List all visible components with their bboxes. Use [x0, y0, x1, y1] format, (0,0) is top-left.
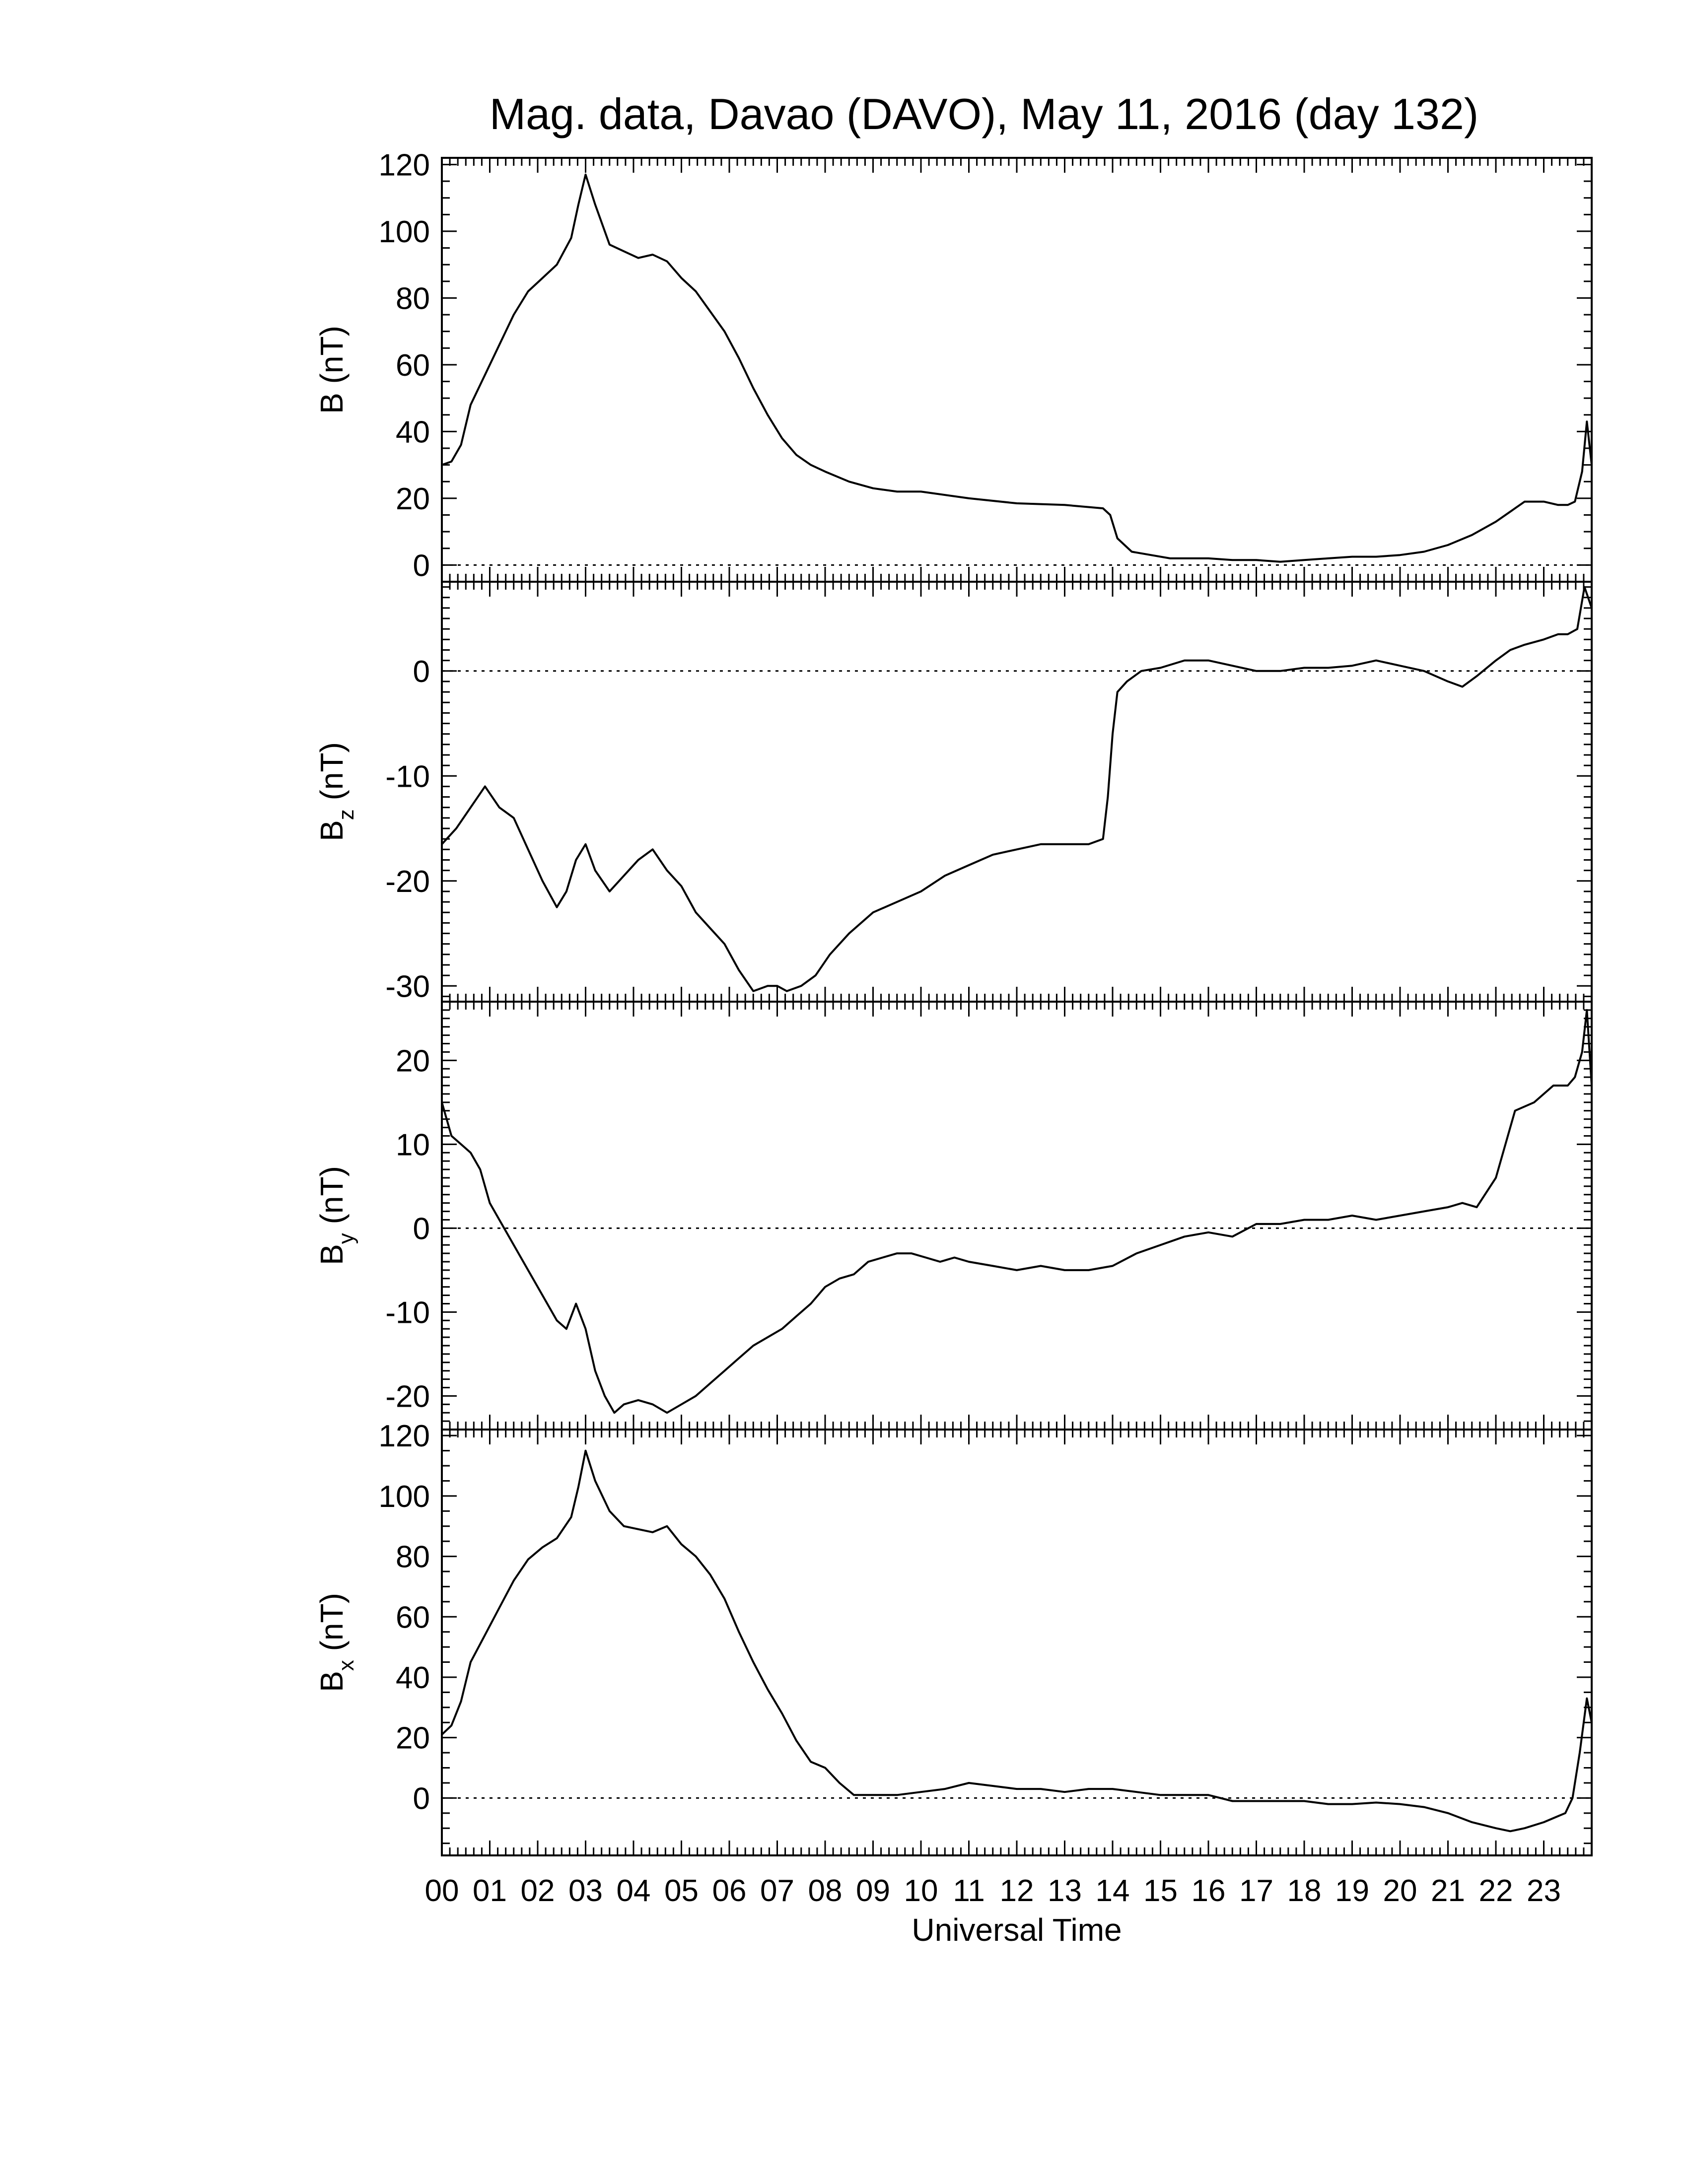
x-tick-label: 01	[473, 1874, 507, 1908]
y-tick-label: 80	[396, 1540, 430, 1574]
x-tick-label: 08	[808, 1874, 843, 1908]
y-tick-label: -10	[385, 759, 430, 794]
x-tick-label: 05	[664, 1874, 699, 1908]
chart-title: Mag. data, Davao (DAVO), May 11, 2016 (d…	[490, 89, 1478, 138]
y-axis-label: By (nT)	[314, 1166, 358, 1265]
x-tick-label: 18	[1287, 1874, 1322, 1908]
y-tick-label: 0	[413, 655, 430, 689]
y-axis-label: B (nT)	[314, 326, 350, 414]
x-tick-label: 21	[1431, 1874, 1465, 1908]
y-tick-label: -30	[385, 969, 430, 1004]
panel-frame	[441, 581, 1593, 1003]
x-tick-label: 06	[712, 1874, 747, 1908]
x-tick-label: 22	[1479, 1874, 1513, 1908]
y-tick-label: 20	[396, 482, 430, 516]
x-tick-label: 10	[904, 1874, 938, 1908]
y-tick-label: 120	[379, 148, 430, 182]
panel-frame	[441, 1001, 1593, 1431]
y-tick-label: -20	[385, 1379, 430, 1414]
panel-by: -20 -10 0 10 20 By (nT)	[314, 1001, 1593, 1431]
x-axis-label: Universal Time	[912, 1912, 1122, 1948]
x-tick-label: 11	[953, 1874, 985, 1908]
series-line-bx	[441, 1449, 1593, 1833]
y-tick-label: 80	[396, 281, 430, 316]
panel-frame	[441, 1429, 1593, 1856]
y-tick-label: 20	[396, 1721, 430, 1756]
y-axis-label: Bx (nT)	[314, 1593, 358, 1692]
y-tick-label: 120	[379, 1419, 430, 1453]
x-tick-label: 04	[617, 1874, 651, 1908]
x-tick-label: 19	[1335, 1874, 1369, 1908]
x-tick-label: 00	[425, 1874, 459, 1908]
x-tick-labels: 00 01 02 03 04 05 06 07 08 09 10 11 12 13 14 15 16 17 18 19…	[425, 1874, 1561, 1908]
y-tick-label: 40	[396, 415, 430, 449]
y-tick-label: 100	[379, 215, 430, 249]
y-tick-label: 60	[396, 1600, 430, 1635]
x-tick-label: 23	[1527, 1874, 1561, 1908]
x-tick-label: 17	[1239, 1874, 1273, 1908]
x-tick-label: 20	[1383, 1874, 1417, 1908]
panel-total-field: 0 20 40 60 80 100 120 B (nT)	[314, 148, 1593, 583]
x-tick-label: 13	[1048, 1874, 1082, 1908]
series-line-bz	[441, 586, 1593, 992]
x-tick-label: 03	[568, 1874, 603, 1908]
x-tick-label: 14	[1096, 1874, 1130, 1908]
y-tick-label: -20	[385, 865, 430, 899]
panel-frame	[441, 157, 1593, 583]
y-tick-label: 40	[396, 1661, 430, 1695]
y-tick-label: 0	[413, 548, 430, 583]
x-tick-label: 16	[1192, 1874, 1226, 1908]
y-axis-label: Bz (nT)	[314, 742, 358, 841]
x-tick-label: 15	[1143, 1874, 1178, 1908]
y-tick-label: 100	[379, 1480, 430, 1514]
panel-bx: 0 20 40 60 80 100 120 Bx (nT)	[314, 1419, 1593, 1856]
y-tick-label: 0	[413, 1781, 430, 1816]
x-tick-label: 07	[760, 1874, 794, 1908]
y-tick-label: 20	[396, 1044, 430, 1078]
series-line-total-field	[441, 173, 1593, 563]
y-tick-label: 10	[396, 1128, 430, 1162]
y-tick-label: 60	[396, 348, 430, 383]
panel-bz: -30 -20 -10 0 Bz (nT)	[314, 581, 1593, 1004]
x-tick-label: 12	[1000, 1874, 1034, 1908]
y-tick-label: 0	[413, 1212, 430, 1246]
y-tick-label: -10	[385, 1296, 430, 1330]
series-line-by	[441, 1009, 1593, 1414]
x-tick-label: 09	[856, 1874, 890, 1908]
x-tick-label: 02	[521, 1874, 555, 1908]
